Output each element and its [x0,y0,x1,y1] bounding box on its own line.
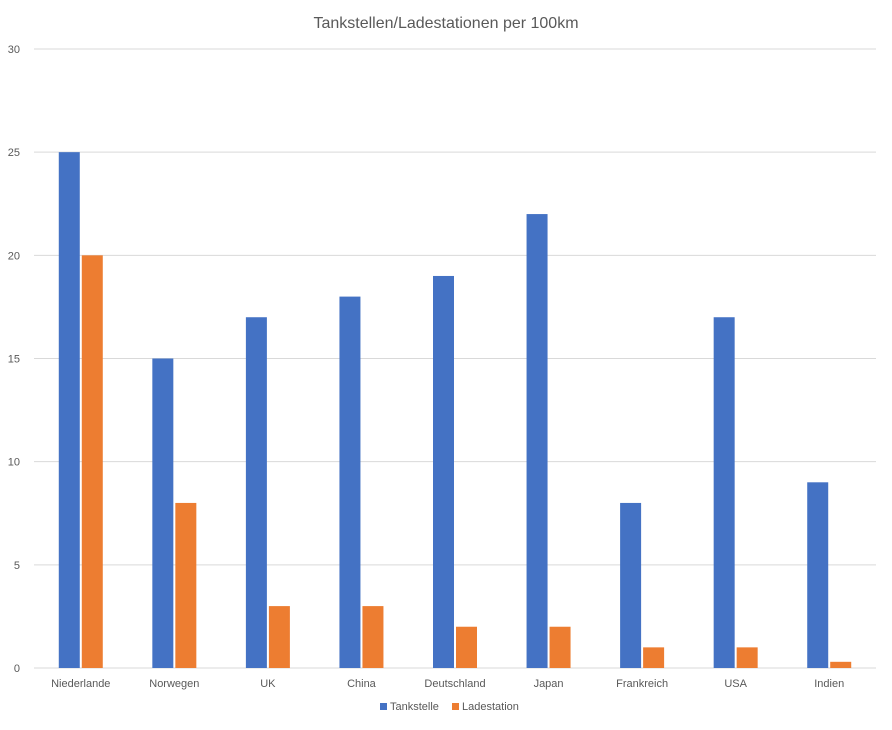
bar-ladestation-usa [736,647,758,668]
bar-tankstelle-niederlande [58,152,80,668]
legend-label-tankstelle: Tankstelle [390,701,439,713]
bar-ladestation-deutschland [456,626,477,668]
y-tick-label: 10 [8,457,20,469]
x-tick-label: China [347,678,377,690]
y-tick-label: 20 [8,250,20,262]
x-tick-label: Indien [814,678,844,690]
x-tick-label: USA [724,678,747,690]
y-axis-ticks: 0 5 10 15 20 25 30 [8,44,20,675]
gridlines [34,48,876,669]
y-tick-label: 0 [14,663,20,675]
y-tick-label: 30 [8,44,20,56]
bar-tankstelle-norwegen [152,358,174,668]
y-tick-label: 25 [8,147,20,159]
chart-title: Tankstellen/Ladestationen per 100km [313,15,578,32]
x-tick-label: Norwegen [149,678,199,690]
bar-ladestation-uk [268,606,290,668]
bar-tankstelle-usa [713,317,735,668]
bar-tankstelle-frankreich [620,502,642,668]
x-axis-ticks: Niederlande Norwegen UK China Deutschland Jap… [51,678,844,690]
y-tick-label: 15 [8,354,20,366]
x-tick-label: Deutschland [424,678,485,690]
legend: Tankstelle Ladestation [380,701,519,713]
x-tick-label: Japan [534,678,564,690]
bar-tankstelle-japan [526,214,548,669]
x-tick-label: Niederlande [51,678,110,690]
bar-tankstelle-uk [245,317,267,668]
x-tick-label: UK [260,678,276,690]
bar-tankstelle-indien [807,482,829,668]
y-tick-label: 5 [14,560,20,572]
bar-ladestation-china [362,606,384,668]
bar-ladestation-frankreich [643,647,665,668]
bar-ladestation-niederlande [81,255,103,669]
legend-swatch-tankstelle [380,703,387,710]
bar-ladestation-indien [830,661,852,668]
bar-tankstelle-china [339,296,361,668]
bar-ladestation-japan [549,626,571,668]
x-tick-label: Frankreich [616,678,668,690]
bars [58,152,852,669]
bar-tankstelle-deutschland [433,275,454,668]
legend-label-ladestation: Ladestation [462,701,519,713]
bar-ladestation-norwegen [175,502,197,668]
legend-swatch-ladestation [452,703,459,710]
